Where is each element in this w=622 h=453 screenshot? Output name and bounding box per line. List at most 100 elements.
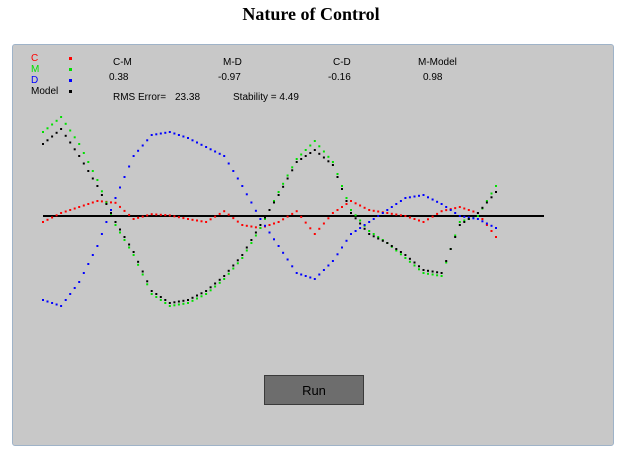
data-point	[431, 215, 434, 218]
data-point	[137, 263, 140, 266]
data-point	[404, 254, 407, 256]
series-model	[42, 128, 497, 304]
data-point	[286, 177, 289, 180]
data-point	[463, 221, 466, 223]
data-point	[146, 283, 149, 286]
data-point	[472, 217, 475, 220]
data-point	[55, 303, 58, 306]
data-point	[100, 194, 103, 196]
data-point	[454, 212, 457, 214]
data-point	[327, 264, 330, 267]
data-point	[495, 236, 497, 238]
data-point	[345, 203, 348, 205]
data-point	[327, 160, 330, 163]
data-point	[467, 209, 470, 211]
data-point	[137, 149, 140, 152]
data-point	[436, 271, 439, 274]
data-point	[73, 136, 76, 139]
data-point	[463, 215, 466, 218]
stat-value-c-d: -0.16	[328, 72, 351, 83]
data-point	[146, 280, 149, 283]
data-point	[250, 225, 253, 228]
data-point	[313, 140, 316, 142]
data-point	[87, 170, 90, 172]
data-point	[137, 260, 140, 263]
data-point	[273, 238, 275, 241]
data-point	[418, 219, 420, 222]
data-point	[331, 212, 334, 214]
data-point	[114, 197, 117, 199]
data-point	[295, 272, 298, 274]
rms-error-label: RMS Error=	[113, 92, 167, 103]
data-point	[463, 207, 466, 210]
data-point	[64, 134, 67, 137]
data-point	[350, 233, 352, 235]
data-point	[427, 272, 429, 275]
data-point	[495, 185, 497, 187]
data-point	[200, 143, 203, 146]
data-point	[313, 233, 316, 235]
data-point	[481, 206, 484, 209]
data-point	[413, 218, 416, 220]
data-point	[485, 224, 488, 226]
data-point	[408, 216, 411, 219]
data-point	[46, 127, 49, 130]
data-point	[128, 246, 131, 249]
legend-swatch-model	[69, 90, 72, 93]
data-point	[78, 281, 81, 283]
data-point	[232, 170, 235, 172]
data-point	[250, 242, 253, 244]
data-point	[264, 218, 266, 220]
data-point	[232, 264, 235, 267]
data-point	[377, 215, 380, 217]
data-point	[363, 206, 366, 209]
data-point	[82, 272, 85, 274]
data-point	[73, 148, 76, 151]
data-point	[481, 220, 484, 223]
data-point	[119, 205, 121, 208]
data-point	[282, 185, 285, 188]
data-point	[87, 203, 90, 205]
data-point	[227, 269, 230, 272]
data-point	[422, 194, 425, 196]
data-point	[295, 158, 298, 160]
data-point	[341, 188, 343, 190]
data-point	[449, 248, 452, 250]
data-point	[191, 296, 194, 299]
data-point	[173, 132, 176, 135]
data-point	[341, 246, 343, 249]
data-point	[218, 152, 221, 155]
data-point	[277, 194, 280, 196]
data-point	[359, 219, 362, 222]
data-point	[209, 286, 212, 289]
data-point	[191, 299, 194, 302]
data-point	[241, 254, 244, 256]
data-point	[146, 214, 149, 217]
data-point	[96, 245, 99, 247]
data-point	[150, 290, 153, 292]
data-point	[336, 253, 339, 256]
data-point	[110, 201, 112, 204]
data-point	[331, 260, 334, 262]
data-point	[485, 222, 488, 225]
data-point	[268, 209, 271, 211]
data-point	[445, 206, 448, 208]
data-point	[472, 215, 475, 217]
data-point	[105, 221, 108, 223]
run-button[interactable]: Run	[264, 375, 364, 405]
data-point	[404, 215, 407, 217]
rms-error-value: 23.38	[175, 92, 201, 103]
data-point	[60, 128, 63, 130]
data-point	[277, 191, 280, 193]
data-point	[440, 275, 443, 277]
data-point	[436, 212, 439, 215]
data-point	[440, 272, 443, 274]
data-point	[132, 218, 135, 220]
data-point	[128, 165, 131, 168]
data-point	[105, 203, 108, 205]
data-point	[55, 214, 58, 217]
data-point	[395, 249, 398, 252]
data-point	[132, 251, 135, 253]
data-point	[173, 301, 176, 304]
data-point	[146, 139, 149, 142]
